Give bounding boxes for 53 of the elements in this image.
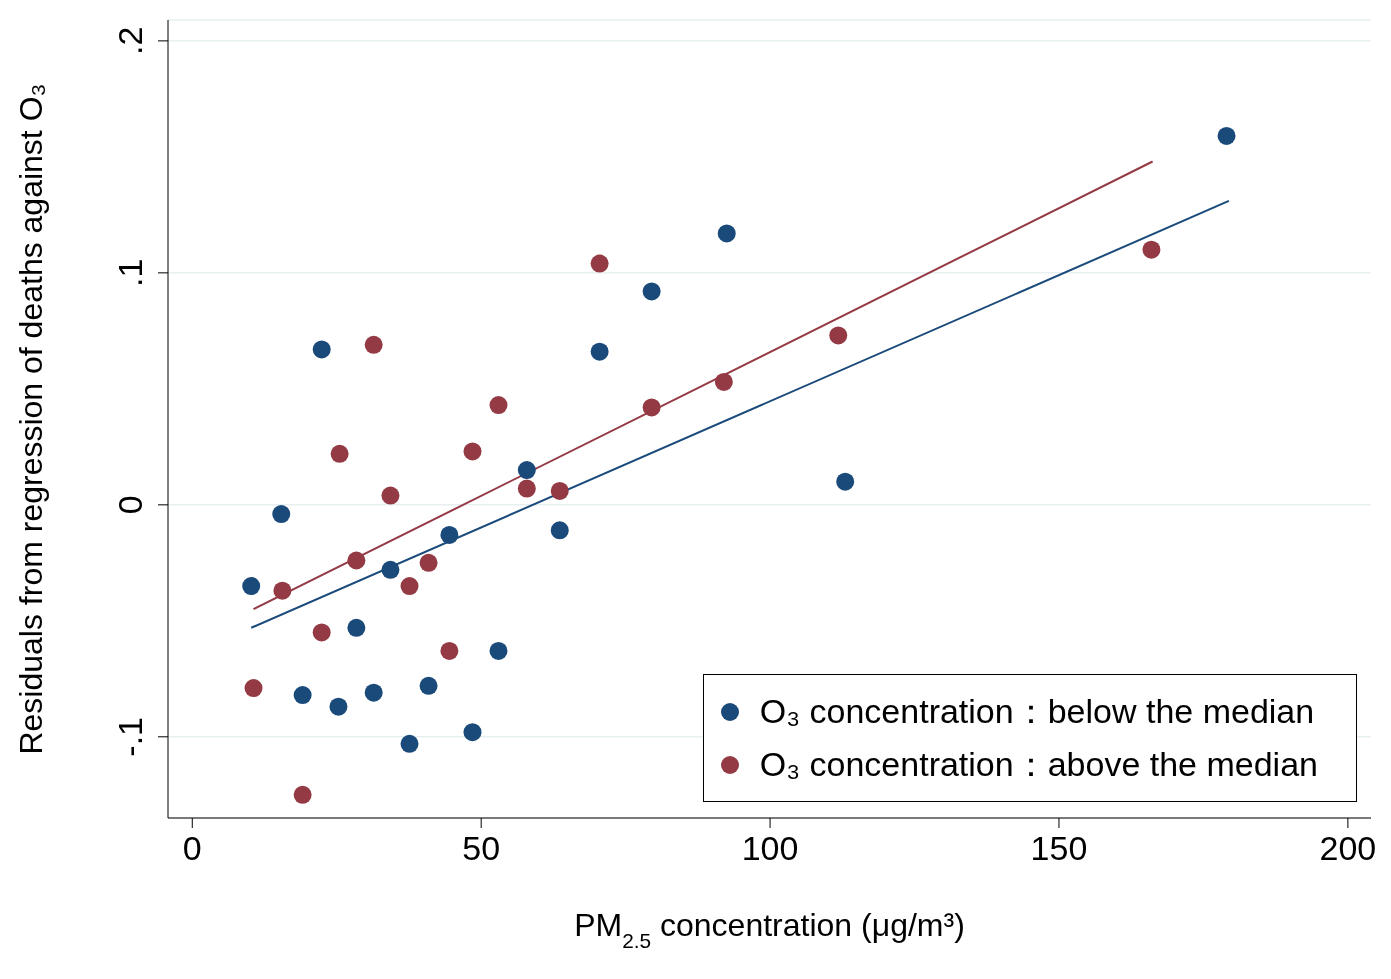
point: [347, 618, 366, 637]
point: [829, 326, 848, 345]
point: [717, 224, 736, 243]
point: [1142, 240, 1161, 259]
y-tick-label: .1: [111, 258, 149, 288]
point: [312, 340, 331, 359]
point: [714, 372, 733, 391]
x-tick-label: 50: [462, 829, 501, 868]
point: [330, 444, 349, 463]
point: [293, 686, 312, 705]
point: [244, 679, 263, 698]
point: [440, 641, 459, 660]
point: [242, 577, 261, 596]
point: [381, 486, 400, 505]
point: [642, 282, 661, 301]
point: [590, 254, 609, 273]
x-tick-label: 0: [182, 829, 202, 868]
point: [517, 461, 536, 480]
point: [517, 479, 536, 498]
y-tick-label: .2: [111, 26, 149, 56]
point: [312, 623, 331, 642]
point: [489, 396, 508, 415]
point: [463, 723, 482, 742]
x-tick-label: 200: [1319, 829, 1377, 868]
x-axis-title: PM$_{2.5}$ concentration (μg/m³): [574, 907, 965, 952]
point: [463, 442, 482, 461]
point: [293, 785, 312, 804]
point: [440, 525, 459, 544]
legend-label: O₃ concentration：below the median: [759, 691, 1315, 732]
point: [550, 521, 569, 540]
y-axis-title: Residuals from regression of deaths against O₃: [13, 83, 49, 755]
y-tick-label: 0: [111, 495, 149, 515]
point: [273, 581, 292, 600]
x-tick-label: 150: [1030, 829, 1088, 868]
point: [590, 342, 609, 361]
point: [400, 577, 419, 596]
point: [272, 505, 291, 524]
point: [836, 472, 855, 491]
point: [419, 553, 438, 572]
point: [364, 683, 383, 702]
legend-label: O₃ concentration：above the median: [759, 744, 1318, 785]
point: [642, 398, 661, 417]
point: [347, 551, 366, 570]
point: [400, 734, 419, 753]
y-tick-label: -.1: [111, 716, 149, 757]
point: [489, 641, 508, 660]
point: [550, 481, 569, 500]
point: [329, 697, 348, 716]
point: [419, 676, 438, 695]
point: [364, 335, 383, 354]
x-tick-label: 100: [741, 829, 799, 868]
point: [1217, 126, 1236, 145]
point: [381, 560, 400, 579]
